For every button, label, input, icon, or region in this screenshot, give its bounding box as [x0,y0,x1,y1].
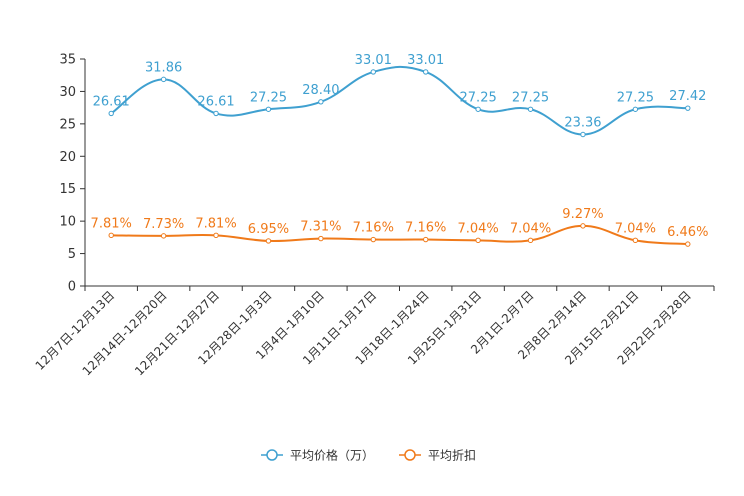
y-tick-label: 10 [59,215,76,230]
legend-marker-icon [404,449,416,461]
data-point [318,235,324,242]
data-point [108,110,114,117]
legend-label: 平均折扣 [428,448,476,463]
data-label: 7.81% [91,216,132,231]
data-label: 26.61 [93,94,130,109]
data-label: 28.40 [302,83,339,98]
data-label: 7.81% [195,216,236,231]
data-point [423,236,429,243]
data-point [213,110,219,117]
data-point [370,236,376,243]
data-label: 23.36 [564,115,601,130]
legend-item-1[interactable]: 平均折扣 [399,448,476,463]
data-label: 27.25 [617,90,654,105]
data-label: 7.31% [300,220,341,235]
data-label: 7.04% [457,221,498,236]
y-tick-label: 0 [68,280,76,295]
data-label: 27.25 [512,90,549,105]
data-point [213,232,219,239]
y-tick-label: 15 [59,182,76,197]
data-label: 7.04% [615,221,656,236]
data-label: 27.42 [669,89,706,104]
data-label: 33.01 [407,53,444,68]
data-label: 6.95% [248,222,289,237]
data-label: 9.27% [562,207,603,222]
data-point [632,237,639,244]
series-0: 26.61 31.86 26.61 27.25 28.40 33.01 33.01 27.25… [93,53,706,138]
data-label: 26.61 [197,94,234,109]
data-label: 6.46% [667,225,708,240]
data-point [265,238,272,244]
data-point [527,106,534,112]
y-tick-label: 25 [59,117,76,132]
data-point [318,99,324,105]
y-tick-label: 30 [59,85,76,100]
data-point [265,106,272,112]
data-point [580,223,586,229]
data-label: 7.73% [143,217,184,232]
data-point [160,233,167,239]
legend-item-0[interactable]: 平均价格（万） [261,448,374,463]
data-point [108,232,114,239]
data-label: 31.86 [145,60,182,75]
data-point [632,106,639,112]
series-layer: 26.61 31.86 26.61 27.25 28.40 33.01 33.01 27.25… [91,53,708,247]
data-label: 7.04% [510,221,551,236]
data-point [475,106,481,112]
legend-marker-icon [266,449,278,461]
data-point [527,237,534,244]
data-label: 27.25 [250,90,287,105]
y-tick-label: 5 [68,247,76,262]
data-point [685,241,691,247]
data-point [370,69,376,75]
data-label: 7.16% [405,221,446,236]
data-label: 33.01 [355,53,392,68]
data-point [160,76,167,83]
data-point [423,69,429,75]
data-point [685,105,691,111]
legend[interactable]: 平均价格（万） 平均折扣 [261,448,476,463]
series-line [110,65,688,136]
series-line [111,224,688,246]
data-point [475,237,481,244]
series-1: 7.81% 7.73% 7.81% 6.95% 7.31% 7.16% 7.16% 7.04%… [91,207,708,247]
y-tick-label: 35 [59,53,76,68]
data-label: 7.16% [353,221,394,236]
data-label: 27.25 [460,90,497,105]
data-point [580,131,586,138]
axes: 0510152025303512月7日-12月13日12月14日-12月20日1… [33,53,715,378]
legend-label: 平均价格（万） [290,448,374,463]
y-tick-label: 20 [59,150,76,165]
